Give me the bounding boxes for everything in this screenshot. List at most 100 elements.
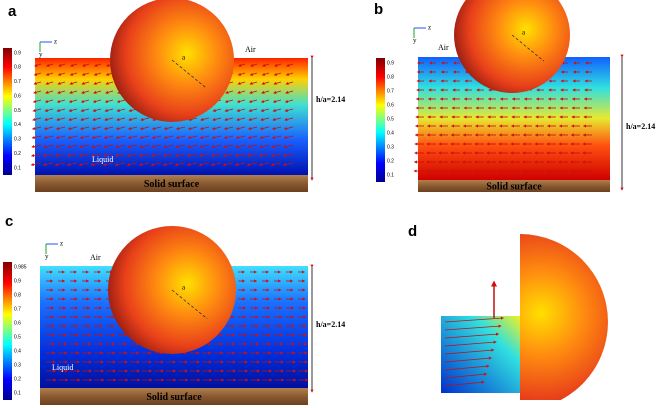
velocity-arrow	[126, 162, 138, 167]
velocity-arrow	[286, 63, 294, 67]
velocity-arrow	[54, 153, 66, 158]
velocity-arrow	[210, 162, 222, 167]
velocity-arrow	[175, 135, 186, 140]
velocity-arrow	[248, 99, 258, 103]
height-label: h/a=2.14	[316, 95, 345, 104]
velocity-arrow	[237, 72, 246, 76]
velocity-arrow	[238, 63, 246, 67]
velocity-arrow	[444, 340, 497, 347]
velocity-arrow	[102, 153, 114, 158]
velocity-arrow	[259, 126, 270, 130]
velocity-arrow	[92, 117, 102, 121]
colorbar-label: 0.3	[14, 362, 21, 368]
velocity-arrow	[283, 135, 294, 140]
velocity-arrow	[260, 99, 270, 103]
colorbar-label: 0.9	[387, 60, 394, 66]
colorbar-label: 0.7	[14, 306, 21, 312]
velocity-arrow	[235, 126, 246, 130]
velocity-arrow	[247, 144, 258, 149]
colorbar-label: 0.5	[14, 334, 21, 340]
velocity-arrow	[55, 126, 66, 130]
colorbar-label: 0.5	[387, 116, 394, 122]
velocity-arrow	[162, 153, 174, 158]
axis-z-label: z	[60, 240, 63, 248]
velocity-arrow	[56, 99, 66, 103]
velocity-arrow	[32, 117, 42, 121]
velocity-arrow	[271, 126, 282, 130]
velocity-arrow	[211, 135, 222, 140]
velocity-arrow	[259, 144, 270, 149]
velocity-arrow	[223, 126, 234, 130]
velocity-arrow	[104, 99, 114, 103]
velocity-arrow	[271, 144, 282, 149]
velocity-arrow	[285, 81, 294, 85]
velocity-arrow	[246, 162, 258, 167]
velocity-arrow	[249, 72, 258, 76]
velocity-arrow	[260, 108, 270, 112]
velocity-arrow	[187, 135, 198, 140]
velocity-arrow	[261, 72, 270, 76]
velocity-arrow	[44, 108, 54, 112]
velocity-arrow	[236, 99, 246, 103]
velocity-arrow	[284, 99, 294, 103]
velocity-arrow	[175, 126, 186, 130]
velocity-arrow	[66, 162, 78, 167]
velocity-arrow	[250, 63, 258, 67]
velocity-arrow	[78, 162, 90, 167]
velocity-arrow	[199, 135, 210, 140]
velocity-arrow	[444, 332, 500, 339]
velocity-arrow	[44, 99, 54, 103]
colorbar-label: 0.3	[387, 144, 394, 150]
velocity-arrow	[67, 126, 78, 130]
colorbar-label: 0.3	[14, 137, 21, 143]
velocity-arrow	[91, 144, 102, 149]
velocity-arrow	[222, 153, 234, 158]
velocity-arrow	[103, 144, 114, 149]
velocity-arrow	[284, 108, 294, 112]
colorbar-label: 0.2	[14, 376, 21, 382]
velocity-arrow	[94, 63, 102, 67]
velocity-arrow	[444, 324, 502, 331]
colorbar	[376, 58, 385, 182]
velocity-arrow	[105, 90, 114, 94]
velocity-arrow	[198, 162, 210, 167]
velocity-arrow	[151, 144, 162, 149]
colorbar	[3, 48, 12, 175]
sphere	[520, 234, 608, 400]
velocity-arrow	[272, 99, 282, 103]
velocity-arrow	[223, 135, 234, 140]
velocity-arrow	[32, 108, 42, 112]
velocity-arrow	[270, 153, 282, 158]
air-label: Air	[90, 253, 101, 262]
axis-y-label: y	[45, 253, 49, 261]
axis-y-label: y	[413, 37, 417, 45]
velocity-arrow	[235, 135, 246, 140]
velocity-arrow	[236, 108, 246, 112]
velocity-arrow	[285, 90, 294, 94]
velocity-arrow	[247, 126, 258, 130]
colorbar-label: 0.9	[14, 50, 21, 56]
velocity-arrow	[42, 162, 54, 167]
surface-label: Solid surface	[146, 392, 202, 403]
velocity-arrow	[249, 81, 258, 85]
velocity-arrow	[258, 162, 270, 167]
velocity-arrow	[199, 126, 210, 130]
velocity-arrow	[43, 126, 54, 130]
velocity-arrow	[283, 126, 294, 130]
velocity-arrow	[235, 144, 246, 149]
velocity-arrow	[139, 144, 150, 149]
sphere	[454, 0, 570, 93]
radius-label: a	[522, 29, 526, 37]
velocity-arrow	[186, 153, 198, 158]
height-label: h/a=2.14	[626, 122, 655, 131]
velocity-arrow	[115, 144, 126, 149]
velocity-arrow	[33, 90, 42, 94]
velocity-arrow	[249, 90, 258, 94]
velocity-arrow	[151, 135, 162, 140]
radius-line	[511, 34, 545, 62]
velocity-arrow	[67, 135, 78, 140]
velocity-arrow	[105, 81, 114, 85]
colorbar-label: 0.8	[387, 74, 394, 80]
velocity-arrow	[258, 153, 270, 158]
velocity-arrow	[69, 72, 78, 76]
